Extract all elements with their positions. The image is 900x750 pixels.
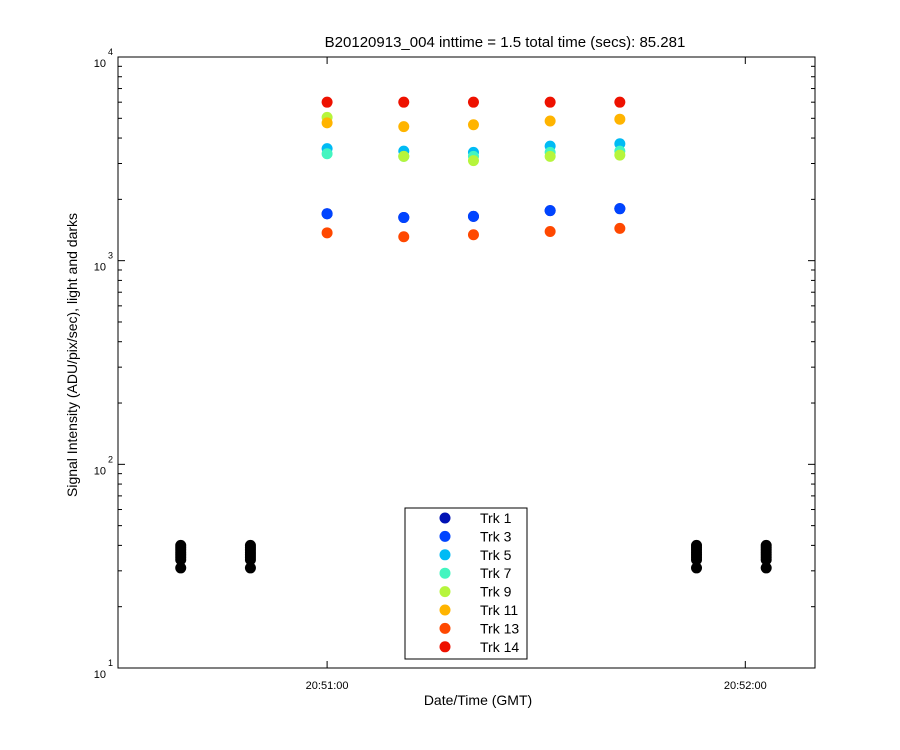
dark-point [691,562,703,574]
x-axis-label: Date/Time (GMT) [424,692,532,708]
legend-marker [439,567,451,579]
dark-point [760,539,772,551]
light-point [614,222,626,234]
legend-label: Trk 1 [480,510,512,526]
dark-point [760,562,772,574]
light-point [614,96,626,108]
light-point [321,117,333,129]
light-point [321,208,333,220]
legend-label: Trk 7 [480,565,512,581]
light-point [321,96,333,108]
light-point [467,155,479,167]
legend-label: Trk 13 [480,620,519,636]
legend-label: Trk 11 [480,602,518,618]
light-point [544,115,556,127]
legend-marker [439,549,451,561]
light-point [321,227,333,239]
y-tick-exponent: 2 [108,454,113,464]
dark-point [244,562,256,574]
legend-marker [439,530,451,542]
light-point [544,226,556,238]
light-point [467,119,479,131]
light-point [544,96,556,108]
light-point [614,113,626,125]
x-tick-label: 20:51:00 [306,680,349,692]
light-point [321,148,333,160]
legend-label: Trk 14 [480,639,519,655]
light-point [398,150,410,162]
legend-label: Trk 3 [480,528,512,544]
y-tick-exponent: 4 [108,47,113,57]
y-tick-label: 10 [94,262,106,274]
y-axis-label: Signal Intensity (ADU/pix/sec), light an… [64,213,80,497]
light-point [544,205,556,217]
legend-label: Trk 5 [480,547,512,563]
dark-point [691,539,703,551]
legend-marker [439,641,451,653]
legend-marker [439,512,451,524]
plot-frame [117,56,816,669]
legend-box [404,507,528,660]
light-point [467,96,479,108]
y-tick-exponent: 3 [108,251,113,261]
y-tick-label: 10 [94,669,106,681]
legend-marker [439,604,451,616]
dark-point [244,539,256,551]
light-point [467,229,479,241]
light-point [398,121,410,133]
light-point [614,203,626,215]
dark-point [175,539,187,551]
light-point [467,210,479,222]
y-tick-exponent: 1 [108,658,113,668]
data-points [175,96,772,574]
y-tick-label: 10 [94,465,106,477]
legend-label: Trk 9 [480,584,512,600]
light-point [614,149,626,161]
legend: Trk 1 Trk 3 Trk 5 Trk 7 Trk 9 Trk 11 Trk 13 Trk… [404,507,528,660]
legend-marker [439,622,451,634]
light-point [398,96,410,108]
chart-title: B20120913_004 inttime = 1.5 total time (… [325,34,686,51]
x-tick-label: 20:52:00 [724,680,767,692]
axis-ticks [118,56,815,669]
y-tick-label: 10 [94,58,106,70]
light-point [398,211,410,223]
dark-point [175,562,187,574]
light-point [398,231,410,243]
light-point [544,150,556,162]
legend-marker [439,586,451,598]
